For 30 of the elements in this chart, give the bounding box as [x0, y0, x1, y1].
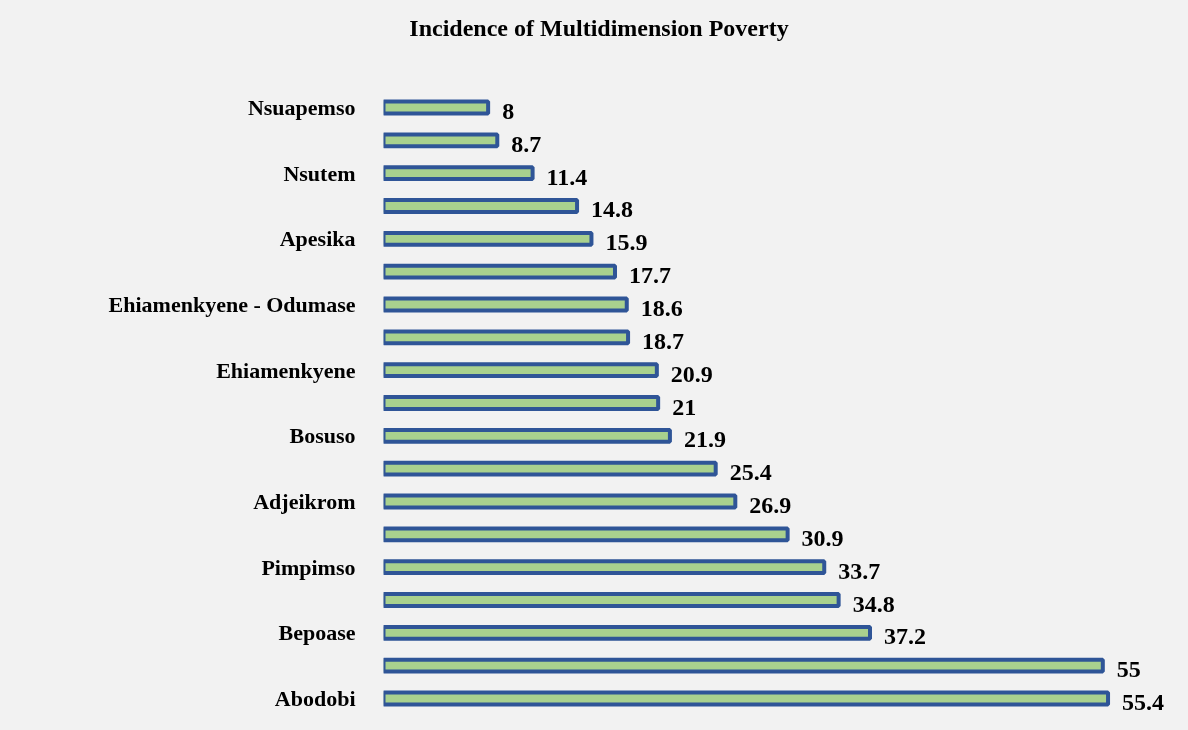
- data-label: 18.7: [642, 327, 685, 354]
- y-tick-label: Pimpimso: [261, 554, 356, 580]
- data-label: 21: [672, 393, 697, 420]
- data-label: 33.7: [838, 557, 881, 584]
- y-tick-label: Apesika: [279, 226, 356, 252]
- data-label: 55: [1116, 656, 1141, 683]
- data-label: 25.4: [729, 459, 772, 486]
- data-label: 26.9: [749, 492, 792, 519]
- data-label: 8: [502, 97, 515, 124]
- chart-title: Incidence of Multidimension Poverty: [409, 14, 789, 43]
- data-label: 17.7: [628, 262, 671, 289]
- data-label: 30.9: [801, 524, 844, 551]
- data-label: 8.7: [511, 130, 542, 157]
- data-label: 55.4: [1122, 689, 1165, 716]
- data-label: 21.9: [683, 426, 726, 453]
- y-tick-label: Adjeikrom: [253, 489, 356, 515]
- y-tick-label: Bosuso: [289, 423, 356, 449]
- data-label: 11.4: [546, 163, 588, 190]
- y-tick-label: Ehiamenkyene - Odumase: [108, 291, 356, 317]
- data-label: 14.8: [591, 196, 634, 223]
- y-tick-label: Nsutem: [283, 160, 356, 186]
- data-label: 34.8: [852, 590, 895, 617]
- y-tick-label: Ehiamenkyene: [216, 357, 356, 383]
- y-tick-label: Nsuapemso: [247, 94, 356, 120]
- y-tick-label: Abodobi: [274, 686, 356, 712]
- data-label: 15.9: [605, 229, 648, 256]
- data-label: 20.9: [670, 360, 713, 387]
- y-tick-label: Bepoase: [278, 620, 356, 646]
- data-label: 18.6: [640, 294, 683, 321]
- data-label: 37.2: [884, 623, 927, 650]
